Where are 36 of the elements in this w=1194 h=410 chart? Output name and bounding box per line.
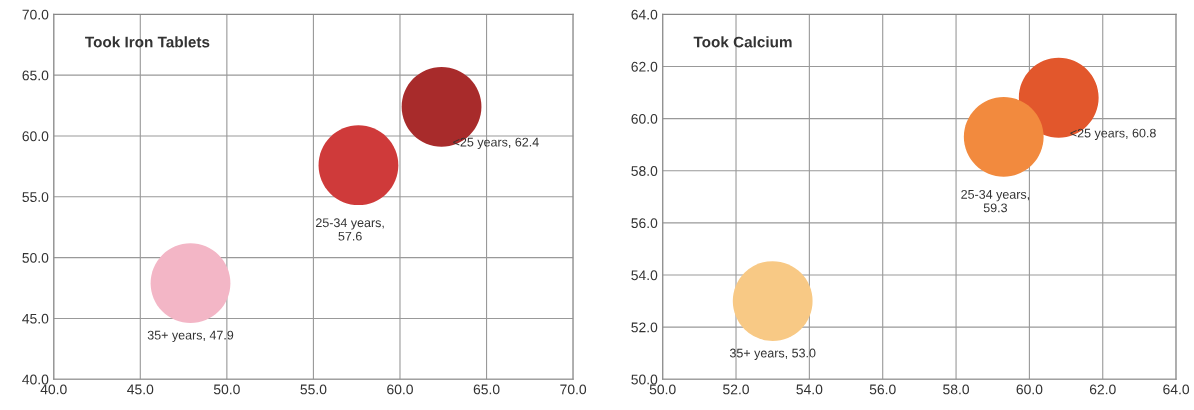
y-tick-label: 62.0	[631, 61, 658, 72]
x-tick-label: 60.0	[1016, 384, 1043, 395]
data-label: 25-34 years, 57.6	[316, 218, 384, 241]
x-tick-label: 65.0	[473, 384, 500, 395]
x-tick-label: 55.0	[300, 384, 327, 395]
data-label: 35+ years, 47.9	[147, 330, 234, 343]
x-tick-label: 52.0	[723, 384, 749, 395]
y-tick-label: 50.0	[22, 252, 49, 263]
text: Took Calcium	[693, 36, 792, 48]
x-tick-label: 64.0	[1163, 384, 1190, 395]
x-tick-label: 56.0	[869, 384, 896, 395]
data-label: 25-34 years, 59.3	[961, 189, 1030, 213]
y-tick-label: 55.0	[22, 192, 49, 202]
x-tick-label: 62.0	[1089, 384, 1116, 395]
y-tick-label: 40.0	[22, 374, 49, 385]
y-tick-label: 65.0	[22, 70, 49, 81]
y-tick-label: 64.0	[631, 9, 658, 20]
text: Took Iron Tablets	[85, 36, 210, 48]
y-tick-label: 45.0	[22, 313, 49, 324]
y-tick-label: 50.0	[631, 374, 658, 385]
x-tick-label: 70.0	[560, 384, 587, 395]
y-tick-label: 60.0	[22, 131, 49, 142]
data-label: 35+ years, 53.0	[729, 348, 816, 360]
x-tick-label: 60.0	[387, 384, 413, 395]
x-tick-label: 40.0	[40, 384, 67, 395]
x-tick-label: 58.0	[943, 384, 970, 395]
y-tick-label: 70.0	[22, 9, 49, 20]
y-tick-label: 56.0	[631, 218, 658, 229]
x-tick-label: 45.0	[127, 384, 154, 395]
x-tick-label: 54.0	[796, 384, 823, 395]
x-tick-label: 50.0	[213, 384, 240, 395]
y-tick-label: 58.0	[631, 166, 658, 176]
y-tick-label: 52.0	[631, 322, 658, 333]
y-tick-label: 60.0	[631, 113, 658, 124]
x-tick-label: 50.0	[649, 384, 676, 395]
y-tick-label: 54.0	[631, 270, 658, 281]
